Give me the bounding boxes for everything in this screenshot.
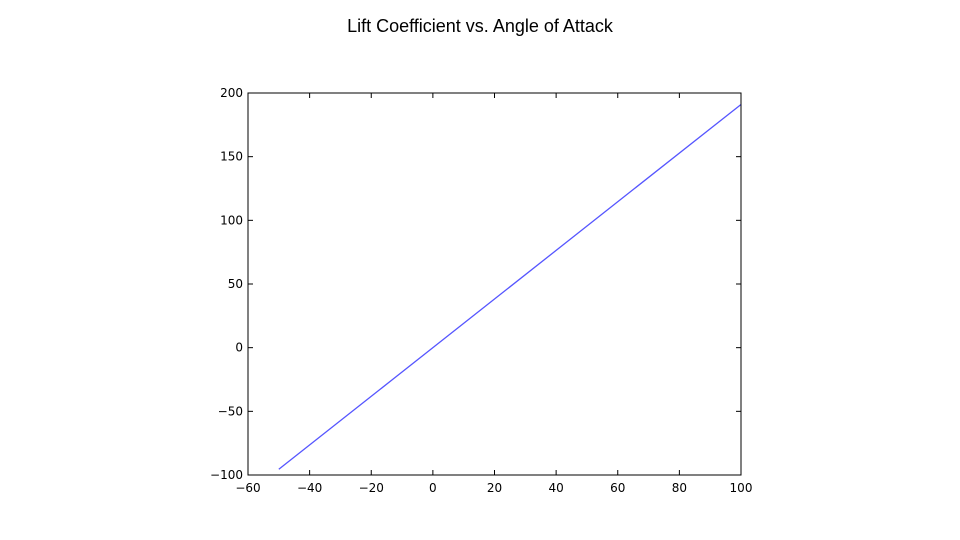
y-tick-label: 50 [228, 277, 243, 291]
x-tick-label: −60 [235, 481, 260, 495]
y-tick-label: 150 [220, 150, 243, 164]
x-tick-label: 20 [487, 481, 502, 495]
x-tick-label: 100 [730, 481, 753, 495]
x-tick-label: −20 [359, 481, 384, 495]
series-line-0 [278, 103, 742, 470]
plot-frame [247, 92, 742, 476]
plot-area [248, 93, 741, 475]
y-tick-label: −50 [218, 404, 243, 418]
x-tick-label: 40 [548, 481, 563, 495]
x-tick-label: 60 [610, 481, 625, 495]
chart-title: Lift Coefficient vs. Angle of Attack [347, 16, 613, 36]
x-tick-label: 80 [672, 481, 687, 495]
y-tick-label: 100 [220, 213, 243, 227]
y-tick-label: −100 [210, 468, 243, 482]
x-tick-label: 0 [429, 481, 437, 495]
x-tick-label: −40 [297, 481, 322, 495]
y-tick-label: 200 [220, 86, 243, 100]
y-tick-label: 0 [235, 341, 243, 355]
